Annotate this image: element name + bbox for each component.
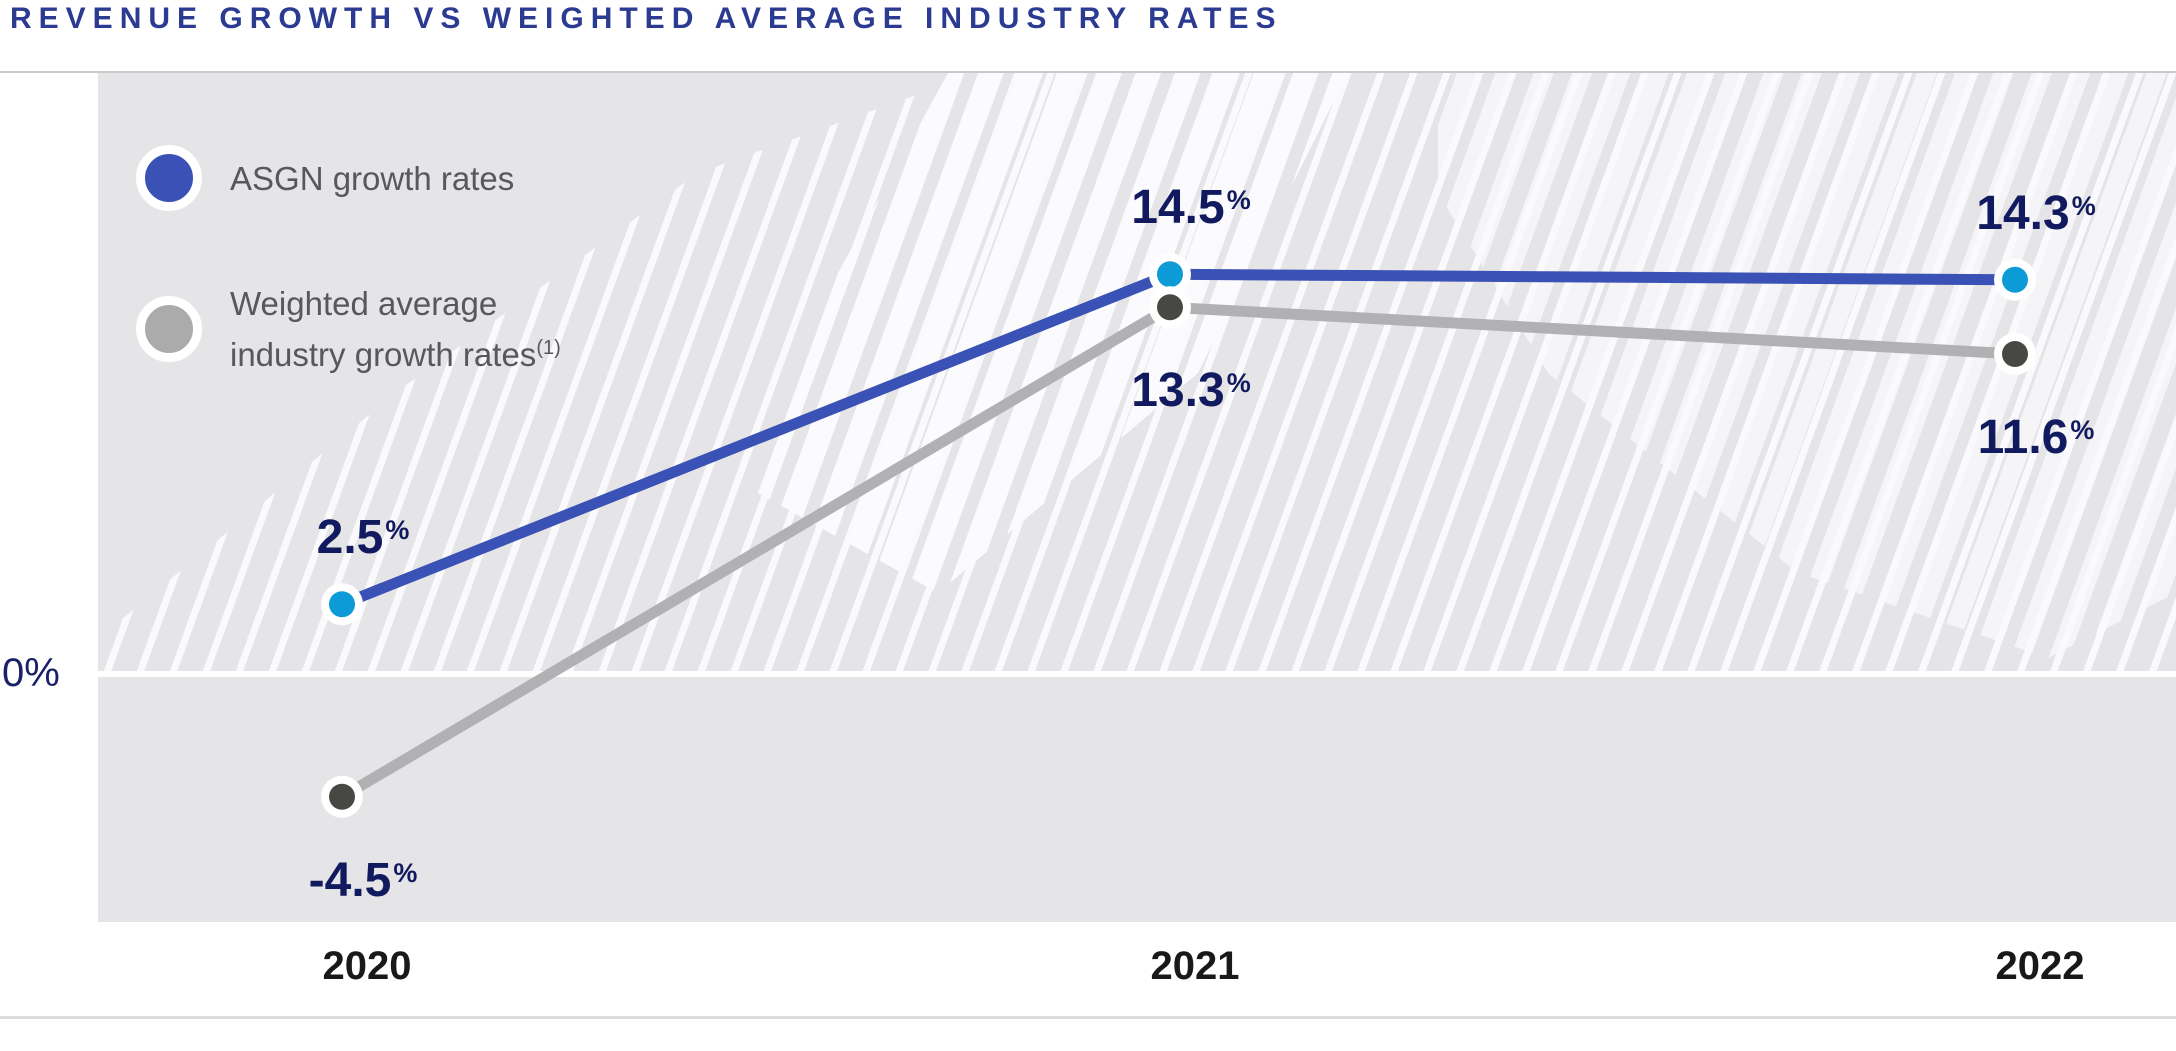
- chart-title: REVENUE GROWTH VS WEIGHTED AVERAGE INDUS…: [10, 2, 1283, 35]
- legend-marker-industry-icon: [136, 296, 202, 362]
- legend-label-industry-line2: industry growth rates: [230, 336, 537, 373]
- legend-label-asgn: ASGN growth rates: [230, 159, 515, 197]
- legend-item-industry: Weighted average industry growth rates(1…: [136, 281, 561, 377]
- point-labels: 2.5% 14.5% 14.3% -4.5% 13.3% 11.6%: [98, 73, 2176, 922]
- bottom-divider: [0, 1016, 2176, 1019]
- legend-label-industry-line1: Weighted average: [230, 285, 498, 322]
- x-axis-label-2022: 2022: [1995, 944, 2085, 988]
- data-point-marker: [2002, 341, 2028, 367]
- data-point-label: 13.3%: [1131, 364, 1251, 418]
- data-point-label: 11.6%: [1977, 411, 2095, 464]
- data-point-label: 14.5%: [1131, 181, 1251, 235]
- legend: ASGN growth rates Weighted average indus…: [136, 145, 561, 377]
- data-point-label: -4.5%: [308, 853, 418, 907]
- legend-item-asgn: ASGN growth rates: [136, 145, 561, 211]
- series-plot: [321, 253, 2036, 818]
- plot-area: 2.5% 14.5% 14.3% -4.5% 13.3% 11.6% ASGN growt…: [98, 73, 2176, 922]
- legend-footnote-marker: (1): [536, 337, 561, 359]
- x-axis-label-2020: 2020: [322, 944, 412, 988]
- legend-label-industry: Weighted average industry growth rates(1…: [230, 281, 561, 377]
- legend-marker-asgn-icon: [136, 145, 202, 211]
- data-point-label: 14.3%: [1976, 186, 2096, 240]
- x-axis-label-2021: 2021: [1150, 944, 1240, 988]
- top-divider: [0, 71, 2176, 73]
- data-point-marker: [329, 591, 355, 618]
- y-axis-zero-label: 0%: [2, 651, 60, 695]
- data-point-marker: [2002, 266, 2028, 293]
- data-point-marker: [1157, 261, 1183, 288]
- data-point-label: 2.5%: [316, 511, 410, 565]
- zero-gridline: [98, 671, 2176, 677]
- data-point-marker: [1157, 294, 1183, 321]
- data-point-marker: [329, 783, 355, 810]
